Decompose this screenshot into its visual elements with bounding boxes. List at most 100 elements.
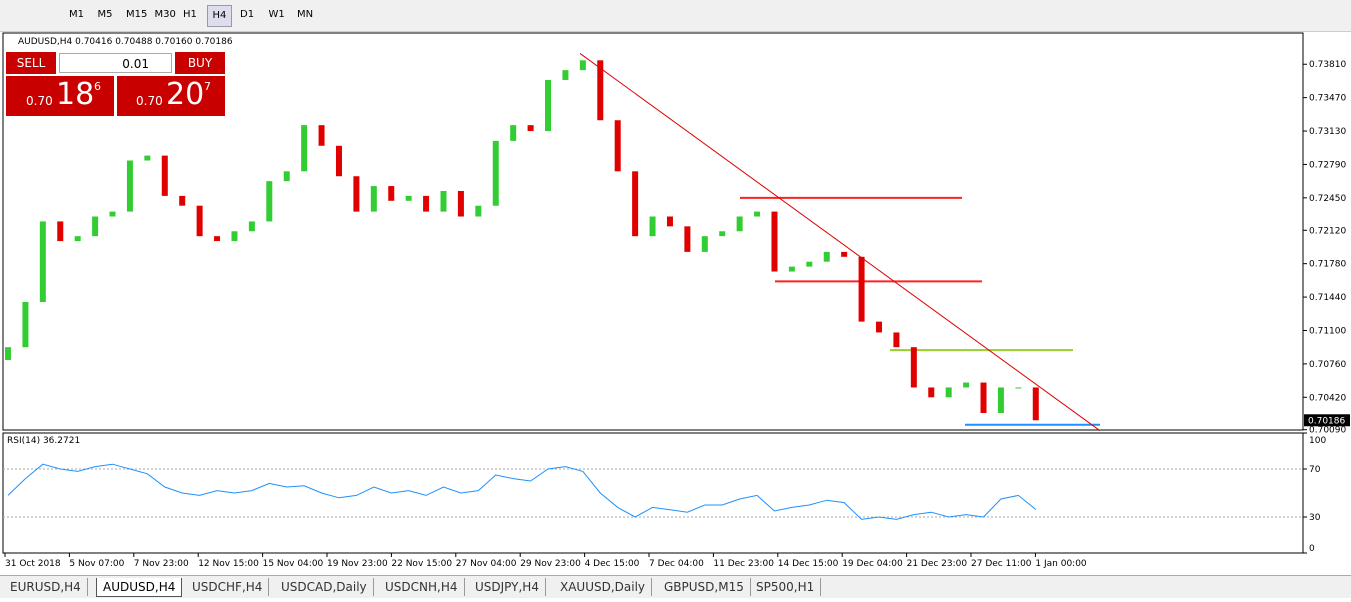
x-tick-label: 7 Nov 23:00	[134, 559, 189, 569]
candle	[248, 221, 255, 232]
x-tick-label: 4 Dec 15:00	[585, 559, 640, 569]
x-tick-label: 15 Nov 04:00	[263, 559, 324, 569]
x-tick-label: 7 Dec 04:00	[649, 559, 704, 569]
chart-tab[interactable]: USDJPY,H4	[469, 578, 546, 596]
candle	[126, 160, 133, 212]
rsi-tick-label: 70	[1309, 465, 1321, 475]
x-tick-label: 29 Nov 23:00	[520, 559, 581, 569]
candle	[841, 251, 848, 257]
rsi-tick-label: 30	[1309, 513, 1321, 523]
y-tick-label: 0.73130	[1309, 127, 1346, 137]
candle	[423, 195, 430, 212]
x-tick-label: 14 Dec 15:00	[778, 559, 839, 569]
price-pip: 6	[94, 80, 101, 93]
candle	[632, 171, 639, 237]
candle	[806, 261, 813, 267]
candle	[370, 186, 377, 212]
candle	[910, 347, 917, 388]
candle	[945, 387, 952, 398]
candle	[405, 195, 412, 201]
x-tick-label: 11 Dec 23:00	[713, 559, 774, 569]
candle	[928, 387, 935, 398]
chart-tab[interactable]: USDCHF,H4	[186, 578, 270, 596]
candle	[5, 347, 11, 360]
timeframe-button[interactable]: H1	[183, 9, 197, 20]
y-tick-label: 0.72790	[1309, 160, 1346, 170]
current-price-label: 0.70186	[1308, 416, 1345, 426]
y-tick-label: 0.70760	[1309, 360, 1346, 370]
timeframe-button[interactable]: MN	[297, 9, 314, 20]
x-tick-label: 27 Dec 11:00	[971, 559, 1032, 569]
price-big: 0.70	[26, 94, 53, 108]
chart-tab[interactable]: GBPUSD,M15	[658, 578, 751, 596]
candle	[788, 266, 795, 272]
x-tick-label: 21 Dec 23:00	[907, 559, 968, 569]
sell-button[interactable]: SELL	[6, 52, 56, 74]
y-tick-label: 0.72450	[1309, 194, 1346, 204]
candle	[893, 332, 900, 348]
candle	[22, 301, 29, 348]
y-tick-label: 0.73470	[1309, 94, 1346, 104]
candle	[318, 125, 325, 146]
rsi-line	[7, 463, 1037, 520]
x-tick-label: 19 Nov 23:00	[327, 559, 388, 569]
candle	[1032, 387, 1039, 421]
y-tick-label: 0.71780	[1309, 260, 1346, 270]
candle	[858, 256, 865, 322]
timeframe-button[interactable]: M5	[97, 9, 113, 20]
x-tick-label: 31 Oct 2018	[5, 559, 61, 569]
chart-tab[interactable]: XAUUSD,Daily	[554, 578, 653, 596]
toolbar: M1 M5 M15 M30 H1 H4 D1 W1 MN	[0, 0, 1351, 32]
candle	[109, 211, 116, 217]
y-tick-label: 0.71440	[1309, 293, 1346, 303]
x-tick-label: 19 Dec 04:00	[842, 559, 903, 569]
x-tick-label: 5 Nov 07:00	[69, 559, 124, 569]
candle	[1015, 387, 1022, 389]
candle	[649, 216, 656, 237]
lot-input[interactable]: 0.01	[59, 53, 172, 73]
candle	[144, 155, 151, 161]
chart-tab[interactable]: EURUSD,H4	[4, 578, 88, 596]
timeframe-button[interactable]: M30	[154, 9, 176, 20]
chart-tab[interactable]: USDCAD,Daily	[275, 578, 374, 596]
timeframe-button[interactable]: D1	[240, 9, 255, 20]
trendline	[579, 53, 1101, 432]
candle	[475, 205, 482, 217]
candle	[666, 216, 673, 227]
candle	[92, 216, 99, 237]
candle	[597, 60, 604, 121]
timeframe-button[interactable]: W1	[268, 9, 285, 20]
y-tick-label: 0.71100	[1309, 326, 1346, 336]
buy-price[interactable]: 0.70 20 7	[117, 76, 225, 116]
candle	[196, 205, 203, 237]
candle	[684, 226, 691, 252]
rsi-pane	[2, 432, 1304, 554]
chart-tab[interactable]: SP500,H1	[750, 578, 822, 596]
rsi-label: RSI(14) 36.2721	[7, 436, 80, 446]
candle	[579, 60, 586, 71]
candle	[876, 321, 882, 333]
y-tick-label: 0.70090	[1309, 426, 1346, 436]
timeframe-button[interactable]: M1	[69, 9, 84, 20]
candle	[823, 251, 830, 262]
candle	[283, 171, 290, 182]
chart-tab[interactable]: AUDUSD,H4	[96, 578, 183, 597]
candle	[335, 145, 342, 177]
timeframe-button[interactable]: H4	[206, 5, 233, 27]
candle	[457, 190, 464, 217]
chart-tab[interactable]: USDCNH,H4	[379, 578, 465, 596]
candle	[754, 211, 761, 217]
candle	[997, 387, 1004, 414]
candle	[214, 236, 221, 242]
rsi-tick-label: 0	[1309, 544, 1315, 554]
candle	[39, 221, 46, 302]
timeframe-button[interactable]: M15	[126, 9, 148, 20]
candle	[179, 195, 186, 206]
candle	[510, 125, 517, 141]
y-tick-label: 0.73810	[1309, 60, 1346, 70]
rsi-tick-label: 100	[1309, 436, 1326, 446]
buy-button[interactable]: BUY	[175, 52, 225, 74]
x-tick-label: 1 Jan 00:00	[1035, 559, 1087, 569]
candle	[963, 382, 970, 388]
sell-price[interactable]: 0.70 18 6	[6, 76, 114, 116]
